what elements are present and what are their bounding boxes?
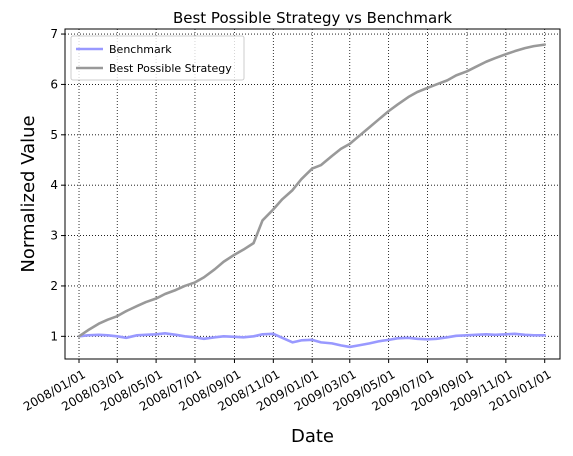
y-tick-label: 5 [50, 128, 58, 142]
x-axis: 2008/01/012008/03/012008/05/012008/07/01… [21, 359, 554, 414]
x-axis-label: Date [291, 426, 334, 447]
y-tick-label: 4 [50, 178, 58, 192]
series-line-benchmark [77, 332, 547, 349]
grid-lines [65, 29, 560, 359]
y-tick-label: 6 [50, 77, 58, 91]
legend-box [70, 35, 245, 81]
series-layer [77, 43, 547, 349]
y-tick-label: 1 [50, 329, 58, 343]
legend-label-best-possible-strategy: Best Possible Strategy [109, 62, 232, 75]
y-tick-label: 2 [50, 279, 58, 293]
legend-label-benchmark: Benchmark [109, 43, 172, 56]
y-axis-label: Normalized Value [18, 115, 39, 272]
y-tick-label: 7 [50, 27, 58, 41]
legend: Benchmark Best Possible Strategy [70, 35, 245, 81]
y-tick-label: 3 [50, 229, 58, 243]
y-axis: 1 2 3 4 5 6 7 [50, 27, 65, 343]
series-line-best-possible-strategy [77, 43, 547, 338]
chart-title: Best Possible Strategy vs Benchmark [173, 9, 452, 27]
